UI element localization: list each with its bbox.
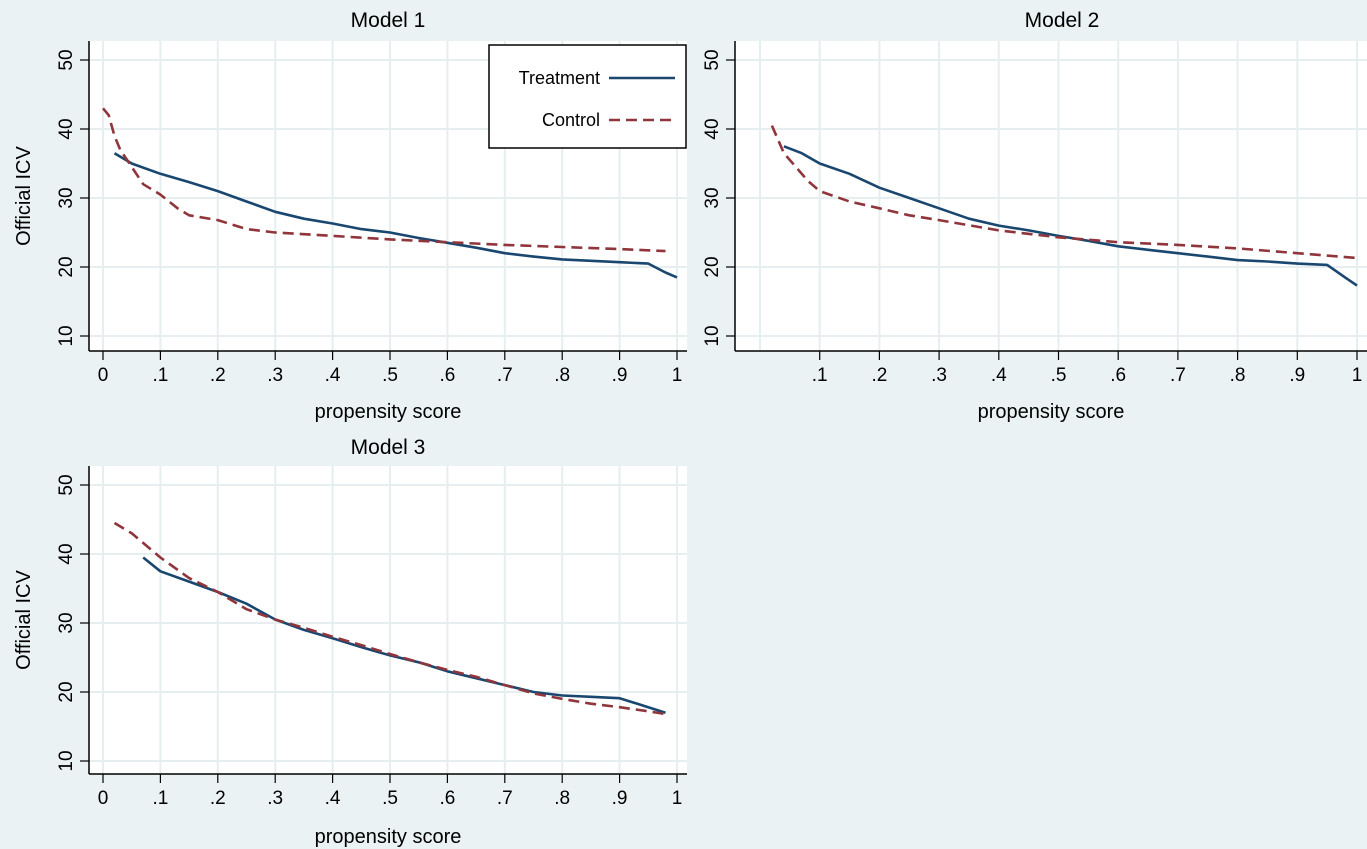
y-axis-label: Official ICV bbox=[13, 570, 35, 670]
x-tick-label: .1 bbox=[812, 365, 828, 386]
chart-title: Model 2 bbox=[1025, 9, 1100, 32]
x-tick-label: .6 bbox=[1110, 365, 1126, 386]
x-tick-label: 1 bbox=[672, 365, 683, 386]
chart-panel-2: .1 .2 .3 .4 .5 .6 .7 .8 .9 1 10 20 30 40 50 Model 2 prop… bbox=[702, 9, 1367, 423]
series-line-control bbox=[101, 107, 666, 253]
y-tick-label: 20 bbox=[702, 256, 723, 277]
x-tick-label: .9 bbox=[612, 788, 628, 809]
x-tick-label: .3 bbox=[267, 365, 283, 386]
y-tick-label: 50 bbox=[56, 49, 77, 70]
series-line-treatment bbox=[113, 152, 678, 279]
x-tick-label: .3 bbox=[931, 365, 947, 386]
x-tick-label: .4 bbox=[991, 365, 1007, 386]
x-tick-label: .6 bbox=[439, 365, 455, 386]
x-tick-label: .1 bbox=[152, 788, 168, 809]
series-line-control bbox=[113, 521, 666, 716]
y-tick-label: 10 bbox=[702, 325, 723, 346]
x-tick-label: .3 bbox=[267, 788, 283, 809]
x-tick-label: .8 bbox=[554, 788, 570, 809]
x-tick-label: .9 bbox=[1289, 365, 1305, 386]
plot-area bbox=[89, 466, 687, 774]
legend-box bbox=[488, 44, 687, 149]
y-tick-label: 40 bbox=[702, 118, 723, 139]
chart-title: Model 1 bbox=[351, 9, 426, 32]
x-tick-label: 0 bbox=[98, 365, 109, 386]
y-tick-label: 30 bbox=[56, 187, 77, 208]
y-tick-label: 50 bbox=[56, 474, 77, 495]
x-tick-label: .7 bbox=[497, 788, 513, 809]
x-tick-label: .8 bbox=[1230, 365, 1246, 386]
chart-panel-3: 0 .1 .2 .3 .4 .5 .6 .7 .8 .9 1 10 20 30 40 50 Model 3 pro… bbox=[13, 436, 687, 848]
legend-label-treatment: Treatment bbox=[519, 68, 600, 88]
series-line-control bbox=[770, 125, 1358, 260]
x-tick-label: .7 bbox=[497, 365, 513, 386]
x-tick-label: 0 bbox=[98, 788, 109, 809]
y-tick-label: 20 bbox=[56, 256, 77, 277]
x-tick-label: .5 bbox=[1051, 365, 1067, 386]
legend-label-control: Control bbox=[542, 110, 600, 130]
y-tick-label: 40 bbox=[56, 543, 77, 564]
y-tick-label: 10 bbox=[56, 750, 77, 771]
x-tick-label: 1 bbox=[672, 788, 683, 809]
y-tick-label: 30 bbox=[702, 187, 723, 208]
y-tick-label: 50 bbox=[702, 49, 723, 70]
x-tick-label: 1 bbox=[1352, 365, 1363, 386]
x-tick-label: .2 bbox=[871, 365, 887, 386]
plot-area bbox=[735, 41, 1367, 351]
x-axis-label: propensity score bbox=[978, 401, 1125, 423]
y-tick-label: 10 bbox=[56, 325, 77, 346]
x-axis-label: propensity score bbox=[315, 826, 462, 848]
y-axis-label: Official ICV bbox=[13, 146, 35, 246]
grid bbox=[89, 466, 687, 774]
x-tick-label: .5 bbox=[382, 365, 398, 386]
chart-panel-1: 0 .1 .2 .3 .4 .5 .6 .7 .8 .9 1 10 20 30 40 50 Model 1 pro… bbox=[13, 9, 687, 423]
x-tick-label: .1 bbox=[152, 365, 168, 386]
x-axis-label: propensity score bbox=[315, 401, 462, 423]
x-tick-label: .5 bbox=[382, 788, 398, 809]
x-tick-label: .2 bbox=[210, 788, 226, 809]
y-tick-label: 30 bbox=[56, 612, 77, 633]
x-tick-label: .4 bbox=[325, 788, 341, 809]
x-tick-label: .7 bbox=[1170, 365, 1186, 386]
x-tick-label: .8 bbox=[554, 365, 570, 386]
y-tick-label: 20 bbox=[56, 681, 77, 702]
x-tick-label: .9 bbox=[612, 365, 628, 386]
x-tick-label: .4 bbox=[325, 365, 341, 386]
chart-title: Model 3 bbox=[351, 436, 426, 459]
x-tick-label: .2 bbox=[210, 365, 226, 386]
x-tick-label: .6 bbox=[439, 788, 455, 809]
y-tick-label: 40 bbox=[56, 118, 77, 139]
legend: Treatment Control bbox=[488, 44, 687, 149]
